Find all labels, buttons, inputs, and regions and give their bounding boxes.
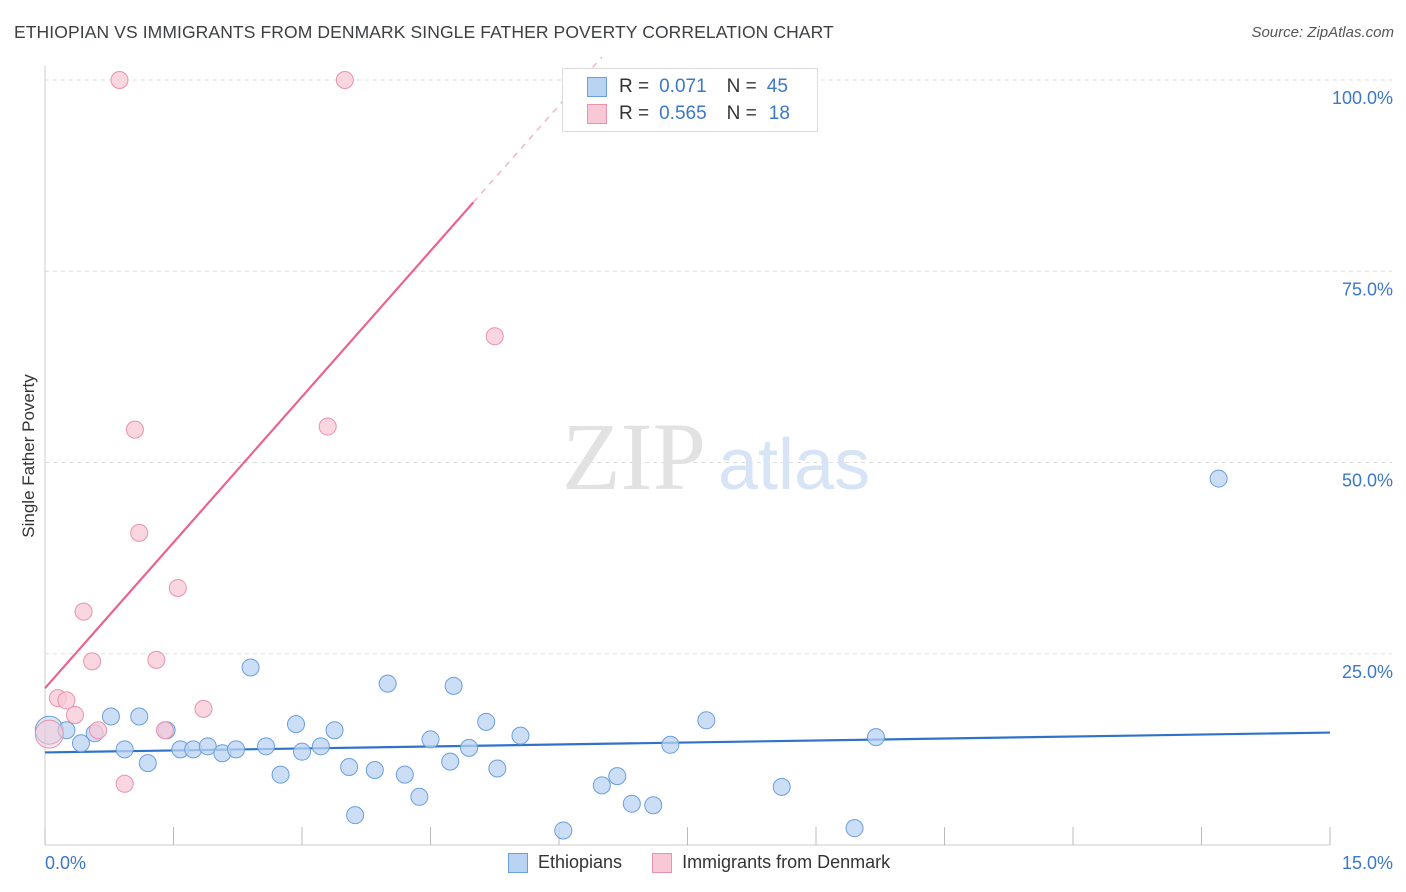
ethiopian-point <box>421 730 440 749</box>
x-tick-labels: 0.0% 15.0% <box>45 853 1393 873</box>
denmark-point <box>335 71 354 89</box>
ethiopian-point <box>365 761 384 780</box>
ethiopian-point <box>287 715 306 734</box>
y-tick-labels: 25.0% 50.0% 75.0% 100.0% <box>1332 88 1393 682</box>
ethiopian-point <box>608 767 627 786</box>
ethiopian-point <box>115 740 134 759</box>
denmark-point <box>57 691 76 710</box>
ethiopian-point <box>325 721 344 740</box>
ethiopian-point <box>340 757 359 776</box>
ethiopian-point <box>622 794 641 813</box>
legend-item-ethiopians: Ethiopians <box>508 852 622 873</box>
y-tick-label: 100.0% <box>1332 88 1393 108</box>
ethiopian-point <box>772 777 791 796</box>
denmark-point <box>115 774 134 793</box>
r-value: 0.565 <box>659 103 707 124</box>
denmark-point <box>110 71 129 89</box>
ethiopian-point <box>311 737 330 756</box>
pink-swatch <box>587 104 607 124</box>
denmark-point <box>89 721 108 740</box>
ethiopian-point <box>346 806 365 825</box>
blue-swatch <box>587 77 607 97</box>
ethiopian-point <box>697 711 716 730</box>
denmark-point <box>74 602 93 621</box>
ethiopian-point <box>71 734 90 753</box>
denmark-point <box>34 719 64 749</box>
denmark-point <box>194 699 213 718</box>
ethiopian-point <box>644 796 663 815</box>
ethiopian-point <box>661 735 680 754</box>
ethiopian-point <box>592 776 611 795</box>
ethiopian-point <box>410 787 429 806</box>
ethiopian-point <box>271 765 290 784</box>
pink-swatch <box>652 852 673 873</box>
ethiopian-point <box>554 821 573 840</box>
data-points <box>34 71 1228 840</box>
y-axis-label: Single Father Poverty <box>19 374 38 538</box>
ethiopian-point <box>460 738 479 757</box>
denmark-trendline <box>44 201 475 689</box>
denmark-point <box>155 721 174 740</box>
ethiopian-point <box>198 737 217 756</box>
ethiopian-point <box>444 676 463 695</box>
stats-legend: R = 0.071 N = 45 R = 0.565 N = 18 <box>562 68 818 132</box>
ethiopian-point <box>227 740 246 759</box>
ethiopian-point <box>1209 469 1228 488</box>
denmark-point <box>147 650 166 669</box>
denmark-point <box>65 705 84 724</box>
ethiopian-point <box>378 674 397 693</box>
denmark-point <box>168 578 187 597</box>
r-label: R = <box>619 103 650 124</box>
ethiopian-point <box>477 712 496 731</box>
denmark-point <box>130 523 149 542</box>
denmark-point <box>485 327 504 346</box>
blue-swatch <box>508 852 528 873</box>
ethiopian-point <box>241 658 260 677</box>
ethiopian-point <box>511 726 530 745</box>
r-value: 0.071 <box>659 76 707 97</box>
series-legend: Ethiopians Immigrants from Denmark <box>508 852 920 873</box>
x-tick-label: 15.0% <box>1342 853 1393 873</box>
n-label: N = <box>726 76 757 97</box>
ethiopian-point <box>395 765 414 784</box>
ethiopian-point <box>130 707 149 726</box>
stats-row-ethiopians: R = 0.071 N = 45 <box>587 75 788 99</box>
n-value: 18 <box>768 103 790 124</box>
legend-label: Ethiopians <box>538 852 623 872</box>
x-tick-label: 0.0% <box>45 853 86 873</box>
ethiopian-point <box>488 759 507 778</box>
ethiopian-point <box>293 742 311 761</box>
y-tick-label: 50.0% <box>1342 471 1393 491</box>
chart-title: ETHIOPIAN VS IMMIGRANTS FROM DENMARK SIN… <box>14 22 834 42</box>
stats-row-denmark: R = 0.565 N = 18 <box>587 102 790 126</box>
n-label: N = <box>726 103 757 124</box>
denmark-point <box>125 420 144 439</box>
watermark-zip: ZIP <box>562 403 706 510</box>
watermark-atlas: atlas <box>718 425 870 505</box>
source-label: Source: ZipAtlas.com <box>1251 24 1394 41</box>
legend-item-denmark: Immigrants from Denmark <box>652 852 890 873</box>
denmark-point <box>83 652 102 671</box>
ethiopian-point <box>184 740 203 759</box>
ethiopian-point <box>866 728 885 747</box>
denmark-point <box>318 417 337 436</box>
legend-label: Immigrants from Denmark <box>682 852 891 872</box>
ethiopian-point <box>138 754 157 773</box>
watermark: ZIP atlas <box>562 403 870 510</box>
n-value: 45 <box>766 76 788 97</box>
y-tick-label: 25.0% <box>1342 662 1393 682</box>
ethiopian-point <box>257 737 276 756</box>
ethiopian-point <box>441 752 460 771</box>
ethiopian-point <box>845 819 864 838</box>
y-tick-label: 75.0% <box>1342 279 1393 299</box>
ethiopian-point <box>101 707 120 726</box>
gridlines <box>45 79 1392 655</box>
r-label: R = <box>619 76 650 97</box>
